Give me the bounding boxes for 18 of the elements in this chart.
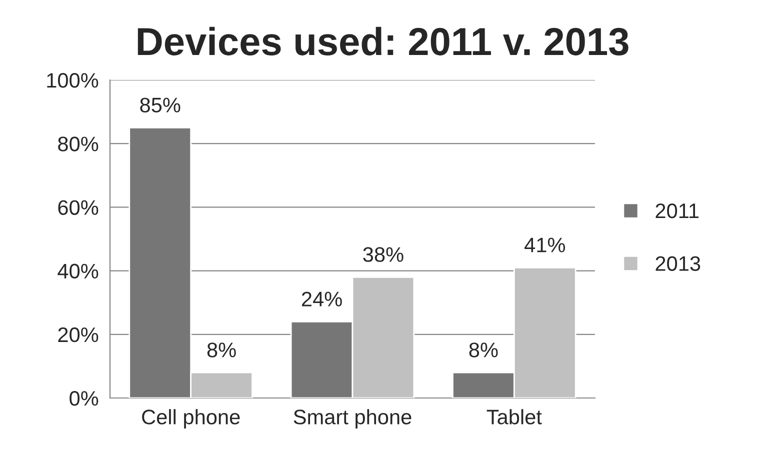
y-tick-label: 40%: [58, 264, 98, 279]
data-label: 38%: [363, 247, 404, 262]
y-tick-label: 60%: [58, 200, 98, 215]
data-label: 24%: [302, 292, 342, 306]
data-label: 8%: [207, 342, 236, 358]
y-tick-label: 0%: [70, 391, 98, 406]
legend-label: 2011: [656, 203, 698, 218]
y-tick-label: 20%: [58, 327, 98, 342]
data-label: 41%: [524, 238, 565, 252]
x-tick-label: Smart phone: [294, 409, 412, 429]
y-tick-label: 100%: [47, 73, 98, 88]
x-tick-label: Cell phone: [142, 409, 240, 429]
data-label: 8%: [469, 342, 498, 358]
data-label: 85%: [140, 98, 180, 112]
y-tick-label: 80%: [58, 136, 98, 152]
legend-label: 2013: [656, 256, 700, 271]
chart-title: Devices used: 2011 v. 2013: [138, 26, 628, 56]
x-tick-label: Tablet: [486, 409, 542, 424]
